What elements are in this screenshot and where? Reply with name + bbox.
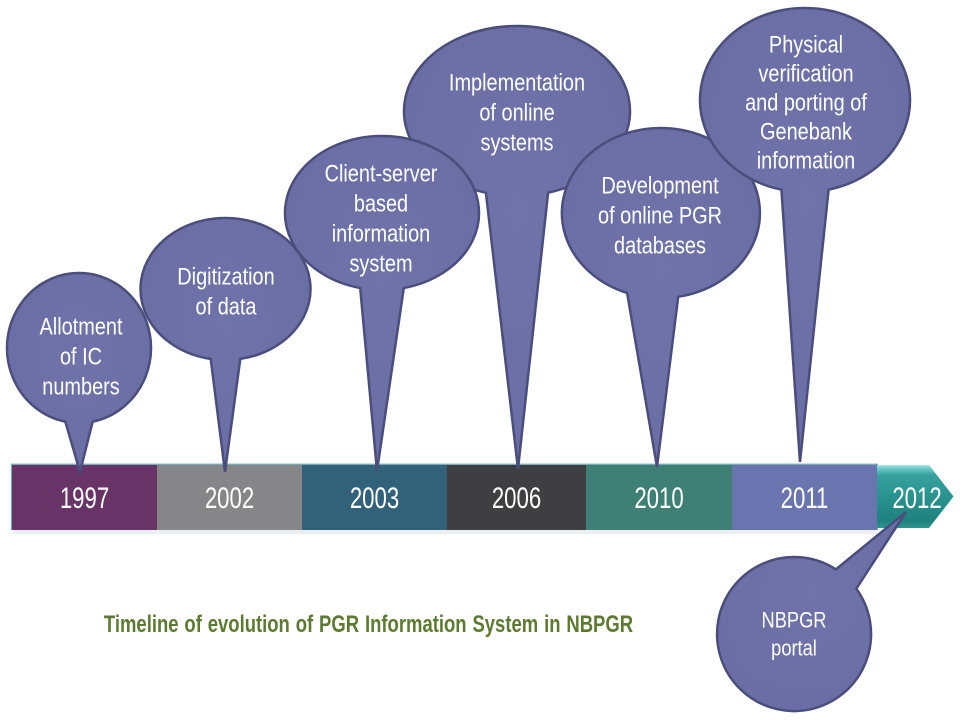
svg-text:of IC: of IC [60,343,102,370]
svg-text:of online: of online [479,99,554,126]
svg-text:2012: 2012 [892,481,941,515]
svg-text:1997: 1997 [60,481,109,515]
svg-text:of data: of data [196,293,258,320]
svg-text:2011: 2011 [781,481,829,515]
svg-text:databases: databases [614,232,706,259]
svg-text:numbers: numbers [42,373,119,400]
svg-text:Development: Development [601,172,718,199]
svg-text:Genebank: Genebank [760,118,853,145]
svg-text:of online PGR: of online PGR [598,202,722,229]
svg-text:system: system [349,250,412,277]
svg-text:systems: systems [480,129,553,156]
svg-text:information: information [332,220,431,247]
svg-text:Timeline of evolution of PGR I: Timeline of evolution of PGR Information… [104,611,634,638]
svg-text:and porting of: and porting of [745,89,868,116]
svg-text:verification: verification [758,60,853,87]
svg-text:information: information [757,147,856,174]
svg-text:based: based [354,190,408,217]
svg-text:Client-server: Client-server [325,160,438,187]
svg-text:Allotment: Allotment [39,313,122,340]
svg-text:Implementation: Implementation [449,69,585,96]
svg-text:2002: 2002 [205,481,254,515]
svg-text:Physical: Physical [769,31,843,58]
svg-text:2003: 2003 [350,481,399,515]
svg-text:NBPGR: NBPGR [762,609,827,633]
svg-text:2010: 2010 [634,481,683,515]
svg-text:Digitization: Digitization [177,263,274,290]
svg-text:portal: portal [771,637,817,661]
svg-text:2006: 2006 [492,481,541,515]
